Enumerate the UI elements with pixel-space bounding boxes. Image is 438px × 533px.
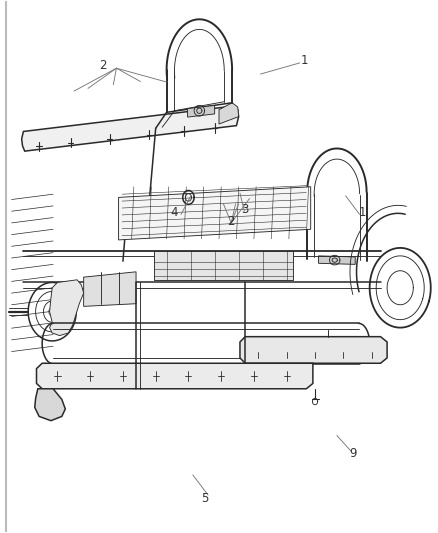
Text: 2: 2 — [99, 59, 107, 72]
Polygon shape — [35, 389, 65, 421]
Text: 4: 4 — [171, 206, 178, 219]
Polygon shape — [153, 251, 293, 280]
Polygon shape — [84, 272, 136, 306]
Polygon shape — [318, 256, 355, 264]
Text: 5: 5 — [201, 492, 209, 505]
Text: 3: 3 — [241, 203, 249, 215]
Polygon shape — [187, 106, 215, 117]
Text: 1: 1 — [358, 206, 366, 219]
Text: 2: 2 — [227, 215, 235, 228]
Polygon shape — [49, 280, 84, 336]
Text: 9: 9 — [350, 447, 357, 460]
Polygon shape — [240, 337, 387, 364]
Polygon shape — [219, 103, 239, 124]
Polygon shape — [36, 364, 313, 389]
Polygon shape — [119, 187, 311, 240]
Text: 1: 1 — [300, 54, 308, 67]
Polygon shape — [21, 106, 239, 151]
